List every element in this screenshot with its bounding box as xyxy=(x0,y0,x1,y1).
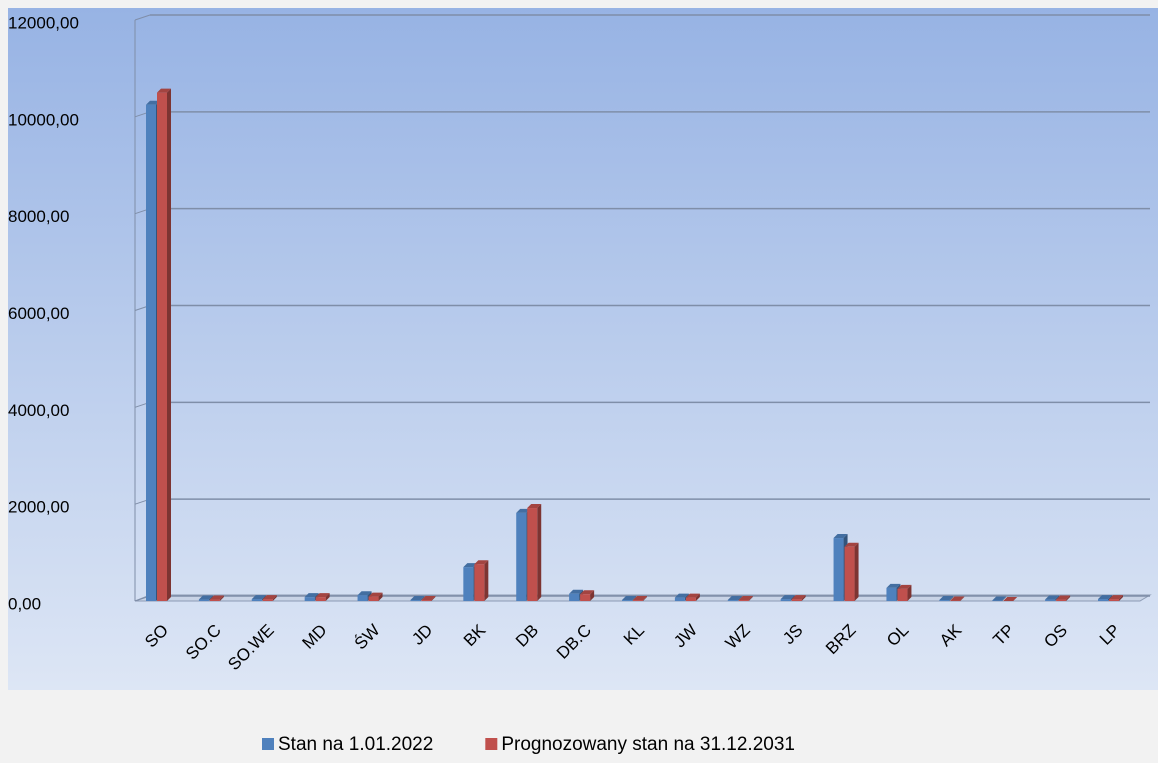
y-tick-label: 12000,00 xyxy=(8,13,79,32)
legend-swatch xyxy=(485,738,497,750)
bar xyxy=(675,598,685,601)
bar xyxy=(263,599,273,601)
bar xyxy=(1098,599,1108,601)
bar xyxy=(199,600,209,601)
bar xyxy=(739,600,749,601)
y-tick-label: 10000,00 xyxy=(8,110,79,129)
bar xyxy=(633,600,643,601)
bar xyxy=(686,598,696,601)
bar-side xyxy=(484,560,488,601)
bar xyxy=(1109,599,1119,601)
bar xyxy=(410,600,420,601)
bar-side xyxy=(855,543,859,601)
bar xyxy=(146,105,156,601)
bar xyxy=(939,600,949,601)
bar xyxy=(622,600,632,601)
bar xyxy=(157,93,167,601)
bar xyxy=(845,547,855,601)
bar xyxy=(1045,600,1055,601)
bar xyxy=(463,567,473,601)
y-tick-label: 4000,00 xyxy=(8,401,69,420)
plot-background xyxy=(8,8,1158,690)
bar xyxy=(569,594,579,601)
bar xyxy=(1056,600,1066,601)
y-tick-label: 0,00 xyxy=(8,594,41,613)
bar xyxy=(834,538,844,601)
legend-swatch xyxy=(262,738,274,750)
y-tick-label: 6000,00 xyxy=(8,304,69,323)
bar xyxy=(781,599,791,601)
bar xyxy=(369,597,379,601)
bar xyxy=(474,564,484,601)
bar xyxy=(792,599,802,601)
bar xyxy=(516,513,526,601)
legend-label: Stan na 1.01.2022 xyxy=(278,734,433,755)
legend-label: Prognozowany stan na 31.12.2031 xyxy=(501,734,795,755)
bar-side xyxy=(537,504,541,601)
y-tick-label: 2000,00 xyxy=(8,498,69,517)
bar xyxy=(305,597,315,601)
bar xyxy=(316,597,326,601)
bar-side xyxy=(167,89,171,601)
bar xyxy=(580,594,590,601)
bar xyxy=(210,600,220,601)
bar xyxy=(728,600,738,601)
y-tick-label: 8000,00 xyxy=(8,207,69,226)
bar xyxy=(252,599,262,601)
bar xyxy=(527,508,537,601)
bar xyxy=(358,595,368,601)
bar xyxy=(421,600,431,601)
bar xyxy=(886,588,896,601)
bar xyxy=(897,589,907,601)
